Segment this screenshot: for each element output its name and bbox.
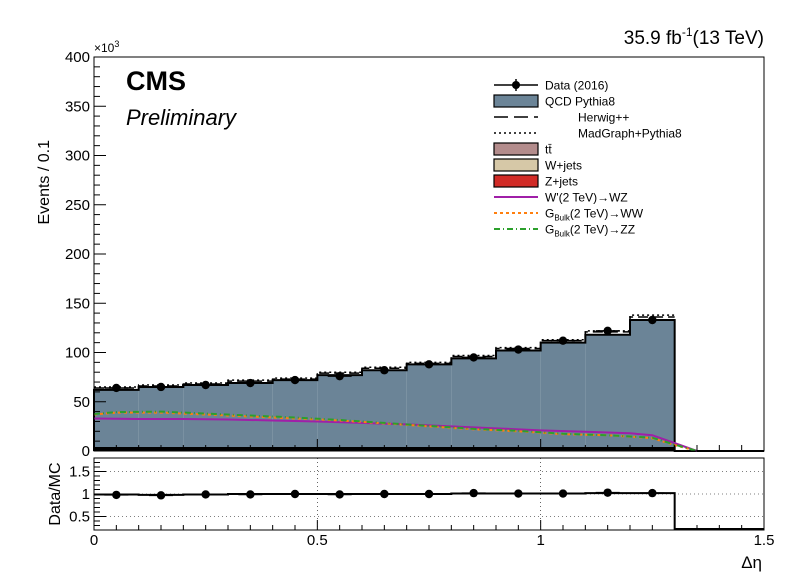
qcd-bar xyxy=(496,350,541,451)
ratio-point xyxy=(380,489,389,499)
ratio-mc-step xyxy=(94,492,676,530)
legend-label: GBulk(2 TeV)→WW xyxy=(545,207,644,223)
legend-entry: GBulk(2 TeV)→WW xyxy=(494,207,644,223)
qcd-stack xyxy=(93,318,764,452)
legend-data-marker xyxy=(512,81,520,89)
y-tick-label: 200 xyxy=(65,246,90,263)
y-tick-label: 0 xyxy=(82,443,90,460)
main-y-axis-title: Events / 0.1 xyxy=(36,140,53,225)
main-axes: 0 50 100 150 200 250 300 350 400 xyxy=(65,49,765,460)
legend-entry: W+jets xyxy=(493,158,582,173)
legend-label: W'(2 TeV)→WZ xyxy=(545,191,628,205)
qcd-bar xyxy=(317,375,362,451)
signal-gbulk-zz xyxy=(93,410,698,452)
ratio-point xyxy=(514,489,523,498)
ratio-mc-line xyxy=(94,492,764,530)
data-point xyxy=(156,382,166,392)
x-tick-label: 0 xyxy=(90,532,98,549)
lumi-label: 35.9 fb-1(13 TeV) xyxy=(624,25,764,49)
qcd-bar xyxy=(362,370,407,451)
legend-label: MadGraph+Pythia8 xyxy=(578,127,682,141)
preliminary-label: Preliminary xyxy=(126,105,238,130)
legend-entry: Z+jets xyxy=(493,174,578,189)
ratio-data-points xyxy=(104,488,665,500)
data-point xyxy=(424,360,434,369)
data-point xyxy=(112,383,121,393)
legend-entry: Data (2016) xyxy=(494,79,608,93)
x-tick-label: 1.5 xyxy=(754,532,775,549)
legend-label: QCD Pythia8 xyxy=(545,95,615,109)
data-point xyxy=(558,336,568,345)
ratio-y-tick-label: 1 xyxy=(82,486,90,503)
herwig-outline xyxy=(94,316,675,389)
ratio-point xyxy=(603,488,612,497)
ratio-point xyxy=(558,489,568,498)
legend-entry: MadGraph+Pythia8 xyxy=(494,127,682,141)
ratio-point xyxy=(156,491,166,500)
ratio-point xyxy=(246,490,255,499)
legend-label: Herwig++ xyxy=(578,111,629,125)
legend-entry: W'(2 TeV)→WZ xyxy=(494,191,628,205)
legend-label: W+jets xyxy=(545,159,582,173)
data-point xyxy=(335,371,344,381)
legend: Data (2016) QCD Pythia8 Herwig++ MadGraph+P… xyxy=(493,79,682,239)
y-tick-label: 400 xyxy=(65,49,90,66)
qcd-bar xyxy=(451,358,496,451)
x-axis-title: Δη xyxy=(741,553,762,572)
data-point xyxy=(514,345,523,354)
qcd-bar xyxy=(94,389,139,451)
qcd-bar xyxy=(272,380,318,451)
data-point xyxy=(380,366,389,375)
legend-label: Z+jets xyxy=(545,175,578,189)
data-point xyxy=(648,315,657,325)
ratio-axes: 0.511.50 0.5 1 1.5 xyxy=(69,462,775,549)
qcd-bar xyxy=(630,319,675,451)
ratio-y-axis-title: Data/MC xyxy=(47,462,64,525)
data-point xyxy=(603,326,612,336)
data-point xyxy=(469,353,478,362)
legend-fill-swatch xyxy=(493,142,539,156)
ratio-point xyxy=(469,488,478,498)
qcd-bar xyxy=(183,385,228,451)
y-tick-label: 50 xyxy=(73,394,90,411)
data-point xyxy=(290,375,300,385)
y-tick-label: 250 xyxy=(65,197,90,214)
cms-label: CMS xyxy=(126,66,186,96)
ratio-y-tick-label: 1.5 xyxy=(69,464,90,481)
signal-curves xyxy=(93,410,698,452)
ratio-point xyxy=(112,490,121,500)
x-tick-label: 1 xyxy=(536,532,544,549)
ratio-point xyxy=(648,488,657,498)
legend-label: tt̄ xyxy=(545,143,552,157)
legend-fill-swatch xyxy=(493,94,539,108)
ratio-y-tick-label: 0.5 xyxy=(69,509,90,526)
data-points xyxy=(104,315,665,393)
legend-entry: Herwig++ xyxy=(494,111,629,125)
ratio-point xyxy=(335,490,344,499)
legend-fill-swatch xyxy=(493,174,539,188)
signal-wprime-wz xyxy=(93,417,698,452)
y-multiplier: ×103 xyxy=(94,39,119,55)
legend-fill-swatch xyxy=(493,158,539,172)
ratio-point xyxy=(201,490,210,499)
x-tick-label: 0.5 xyxy=(307,532,328,549)
data-point xyxy=(201,380,210,390)
y-tick-label: 300 xyxy=(65,148,90,165)
ratio-point xyxy=(424,489,434,499)
legend-entry: QCD Pythia8 xyxy=(493,94,615,109)
legend-entry: GBulk(2 TeV)→ZZ xyxy=(494,223,635,239)
y-tick-label: 350 xyxy=(65,98,90,115)
y-tick-label: 100 xyxy=(65,345,90,362)
ratio-point xyxy=(290,489,300,499)
legend-entry: tt̄ xyxy=(493,142,552,157)
qcd-bar xyxy=(406,364,452,451)
legend-label: Data (2016) xyxy=(545,79,608,93)
data-point xyxy=(246,378,255,388)
legend-label: GBulk(2 TeV)→ZZ xyxy=(545,223,635,239)
y-tick-label: 150 xyxy=(65,295,90,312)
